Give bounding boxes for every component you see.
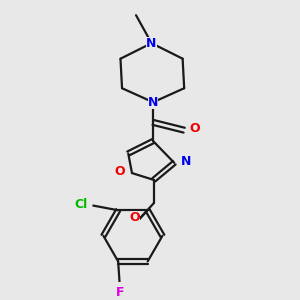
Text: O: O (130, 211, 140, 224)
Text: O: O (190, 122, 200, 135)
Text: Cl: Cl (74, 197, 88, 211)
Text: F: F (116, 286, 124, 299)
Text: O: O (115, 165, 125, 178)
Text: N: N (148, 96, 158, 109)
Text: N: N (146, 37, 157, 50)
Text: N: N (181, 155, 191, 168)
